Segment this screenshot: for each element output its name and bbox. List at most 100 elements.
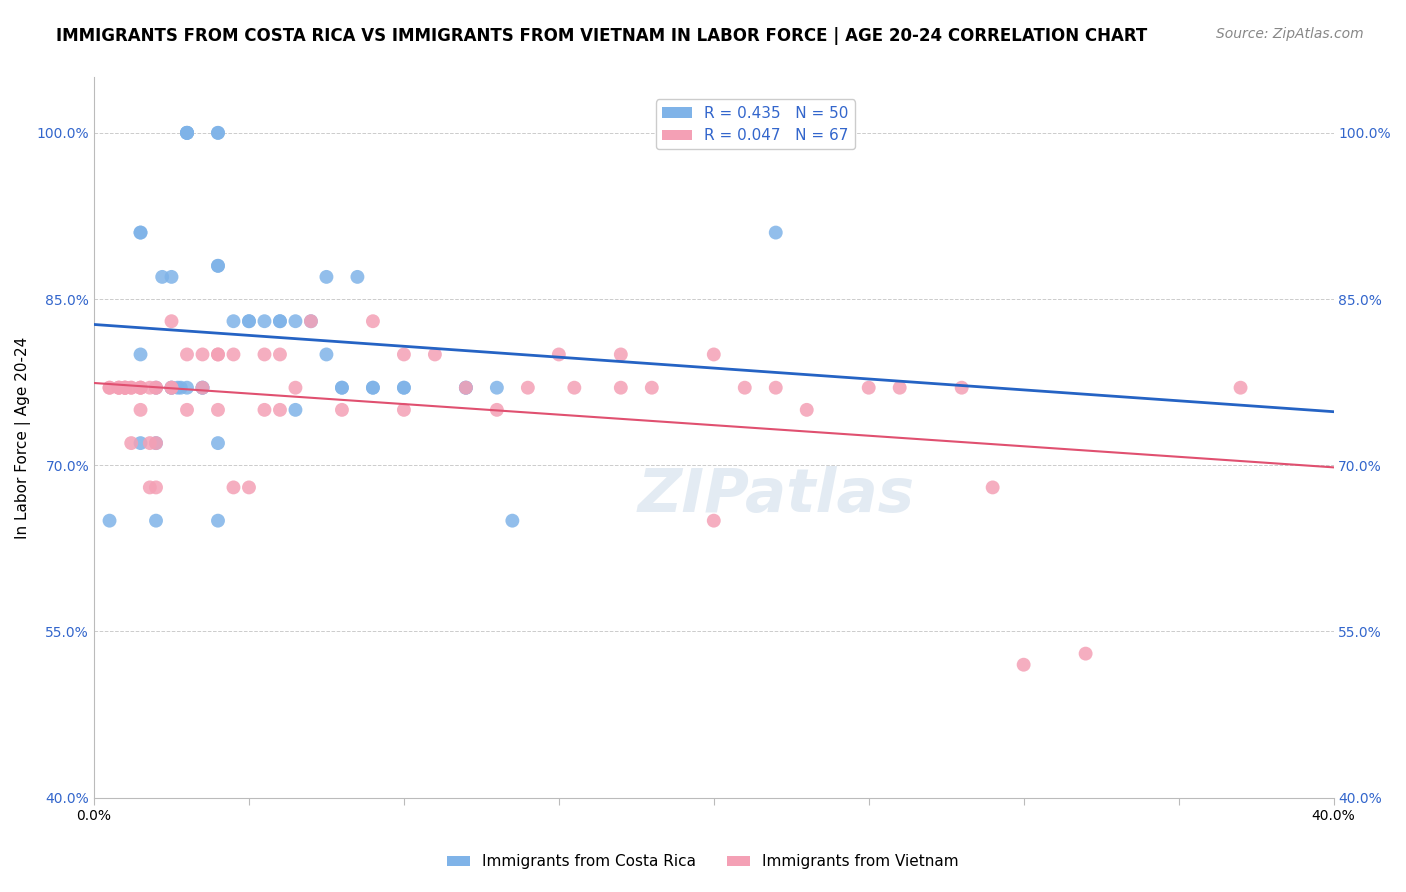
Point bbox=[207, 402, 229, 417]
Point bbox=[253, 314, 276, 328]
Point bbox=[222, 314, 245, 328]
Point bbox=[150, 269, 173, 284]
Point bbox=[238, 314, 260, 328]
Point bbox=[207, 347, 229, 361]
Point bbox=[501, 514, 523, 528]
Point bbox=[641, 381, 664, 395]
Point bbox=[160, 269, 183, 284]
Point bbox=[269, 402, 291, 417]
Point bbox=[145, 436, 167, 450]
Point bbox=[145, 381, 167, 395]
Point bbox=[139, 436, 162, 450]
Point bbox=[889, 381, 911, 395]
Point bbox=[315, 269, 337, 284]
Point bbox=[361, 381, 384, 395]
Point bbox=[423, 347, 446, 361]
Point bbox=[160, 381, 183, 395]
Point bbox=[98, 381, 121, 395]
Point bbox=[145, 381, 167, 395]
Point bbox=[114, 381, 136, 395]
Point bbox=[139, 381, 162, 395]
Point bbox=[703, 514, 725, 528]
Point bbox=[238, 314, 260, 328]
Point bbox=[160, 381, 183, 395]
Point bbox=[485, 381, 508, 395]
Point bbox=[108, 381, 131, 395]
Point bbox=[858, 381, 880, 395]
Point bbox=[129, 226, 152, 240]
Point bbox=[253, 347, 276, 361]
Point bbox=[170, 381, 193, 395]
Point bbox=[284, 402, 307, 417]
Point bbox=[703, 347, 725, 361]
Point bbox=[176, 402, 198, 417]
Point bbox=[98, 381, 121, 395]
Point bbox=[1012, 657, 1035, 672]
Point bbox=[253, 402, 276, 417]
Point bbox=[392, 381, 415, 395]
Point bbox=[330, 381, 353, 395]
Text: ZIPatlas: ZIPatlas bbox=[637, 466, 914, 524]
Point bbox=[765, 226, 787, 240]
Point bbox=[145, 514, 167, 528]
Point bbox=[191, 381, 214, 395]
Point bbox=[120, 381, 142, 395]
Legend: R = 0.435   N = 50, R = 0.047   N = 67: R = 0.435 N = 50, R = 0.047 N = 67 bbox=[655, 100, 855, 149]
Point bbox=[176, 126, 198, 140]
Point bbox=[796, 402, 818, 417]
Point bbox=[765, 381, 787, 395]
Point bbox=[129, 436, 152, 450]
Point bbox=[114, 381, 136, 395]
Y-axis label: In Labor Force | Age 20-24: In Labor Force | Age 20-24 bbox=[15, 336, 31, 539]
Point bbox=[516, 381, 538, 395]
Point bbox=[108, 381, 131, 395]
Point bbox=[222, 347, 245, 361]
Point bbox=[191, 381, 214, 395]
Point bbox=[176, 347, 198, 361]
Point bbox=[129, 381, 152, 395]
Point bbox=[610, 347, 633, 361]
Point bbox=[284, 314, 307, 328]
Point bbox=[207, 259, 229, 273]
Point bbox=[299, 314, 322, 328]
Point bbox=[129, 226, 152, 240]
Point bbox=[315, 347, 337, 361]
Point bbox=[98, 514, 121, 528]
Point bbox=[207, 347, 229, 361]
Point bbox=[160, 381, 183, 395]
Point bbox=[207, 514, 229, 528]
Point bbox=[346, 269, 368, 284]
Point bbox=[176, 126, 198, 140]
Point bbox=[222, 480, 245, 494]
Point bbox=[191, 347, 214, 361]
Point bbox=[207, 126, 229, 140]
Point bbox=[562, 381, 585, 395]
Point bbox=[166, 381, 188, 395]
Point bbox=[454, 381, 477, 395]
Point bbox=[139, 480, 162, 494]
Text: IMMIGRANTS FROM COSTA RICA VS IMMIGRANTS FROM VIETNAM IN LABOR FORCE | AGE 20-24: IMMIGRANTS FROM COSTA RICA VS IMMIGRANTS… bbox=[56, 27, 1147, 45]
Point bbox=[120, 436, 142, 450]
Point bbox=[454, 381, 477, 395]
Point bbox=[547, 347, 569, 361]
Text: Source: ZipAtlas.com: Source: ZipAtlas.com bbox=[1216, 27, 1364, 41]
Point bbox=[392, 402, 415, 417]
Point bbox=[392, 381, 415, 395]
Point bbox=[269, 314, 291, 328]
Point bbox=[284, 381, 307, 395]
Point bbox=[145, 381, 167, 395]
Point bbox=[176, 381, 198, 395]
Point bbox=[176, 126, 198, 140]
Point bbox=[176, 126, 198, 140]
Point bbox=[160, 314, 183, 328]
Point bbox=[160, 381, 183, 395]
Point bbox=[981, 480, 1004, 494]
Point bbox=[361, 381, 384, 395]
Point bbox=[120, 381, 142, 395]
Point bbox=[330, 381, 353, 395]
Point bbox=[485, 402, 508, 417]
Point bbox=[114, 381, 136, 395]
Point bbox=[207, 436, 229, 450]
Point bbox=[129, 402, 152, 417]
Point bbox=[269, 314, 291, 328]
